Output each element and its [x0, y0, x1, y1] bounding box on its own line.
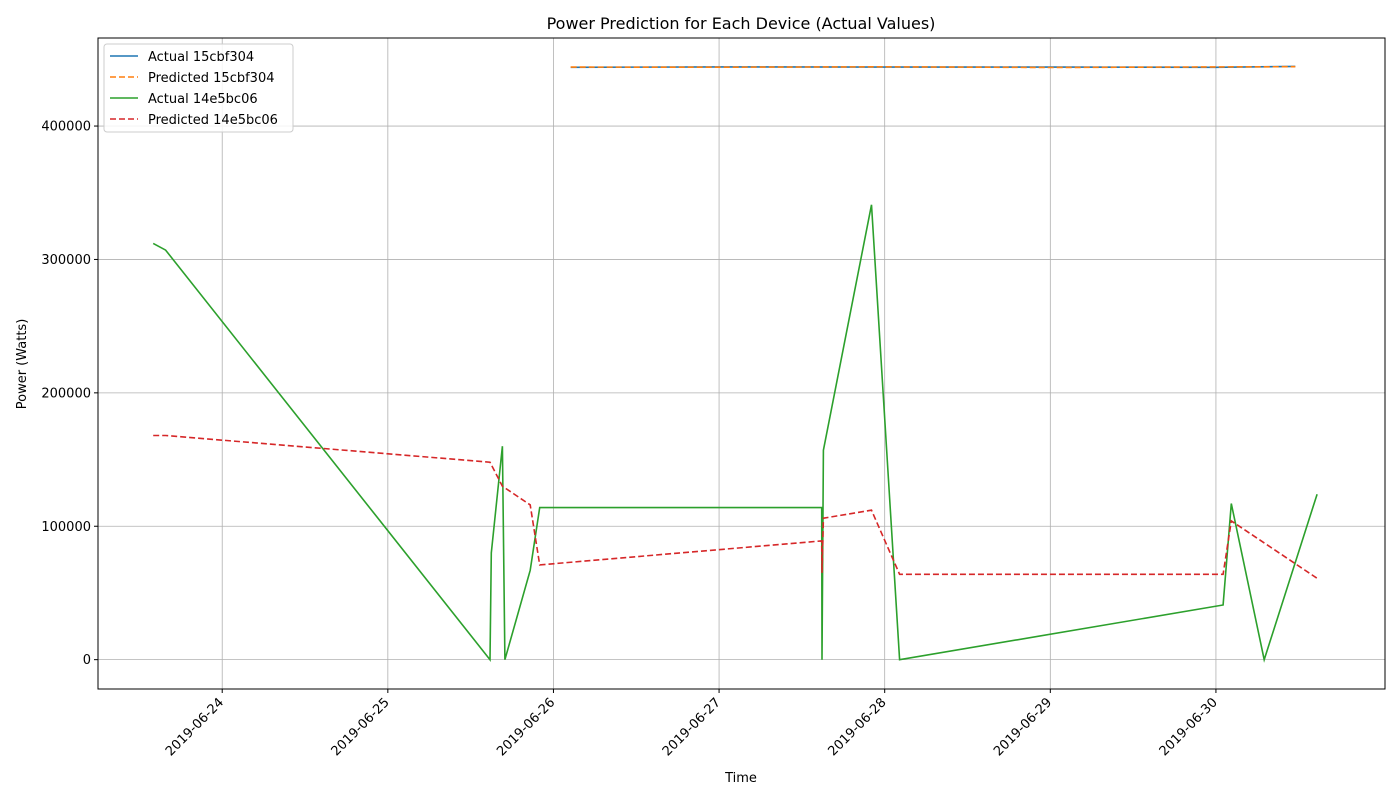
plot-lines: [152, 65, 1318, 663]
y-axis-ticks: 0 100000 200000 300000 400000: [41, 120, 98, 668]
y-tick-label: 0: [83, 653, 91, 668]
legend: Actual 15cbf304 Predicted 15cbf304 Actual …: [103, 43, 294, 133]
legend-box: [103, 43, 294, 133]
legend-label: Actual 15cbf304: [148, 50, 254, 65]
y-tick-label: 200000: [41, 386, 91, 401]
legend-label: Predicted 15cbf304: [148, 71, 275, 86]
series-line-3: [152, 204, 1318, 663]
y-axis-title: Power (Watts): [15, 319, 30, 410]
grid: [98, 38, 1385, 689]
plot-frame: [97, 37, 1386, 690]
y-tick-label: 300000: [41, 253, 91, 268]
chart-title: Power Prediction for Each Device (Actual…: [547, 14, 936, 33]
series-line-2: [570, 65, 1296, 69]
legend-label: Actual 14e5bc06: [148, 92, 258, 107]
x-axis-title: Time: [724, 771, 757, 786]
y-tick-label: 400000: [41, 120, 91, 135]
series-line-4: [153, 434, 1318, 579]
y-tick-label: 100000: [41, 520, 91, 535]
legend-label: Predicted 14e5bc06: [148, 113, 278, 128]
